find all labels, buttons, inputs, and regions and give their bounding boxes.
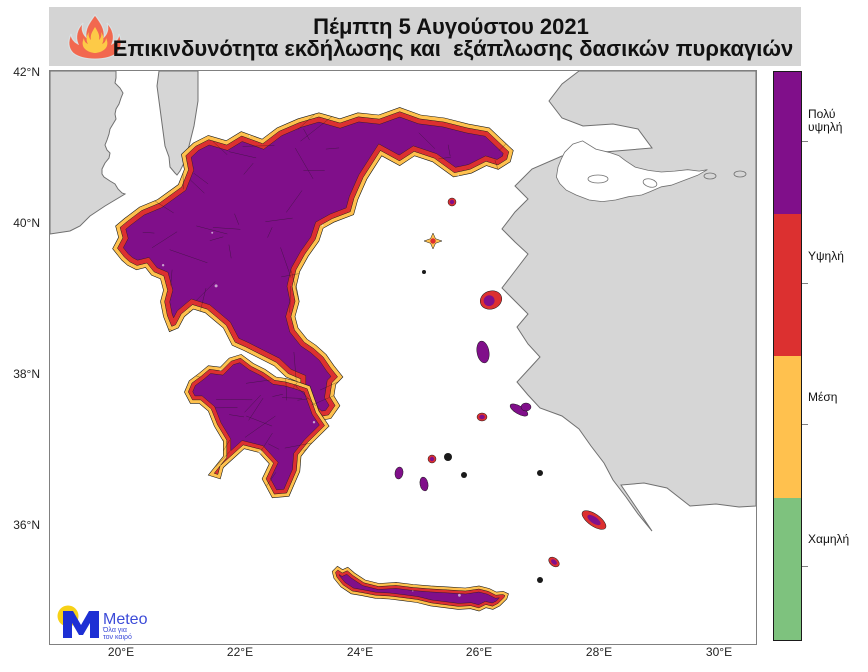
svg-text:τον καιρό: τον καιρό: [103, 633, 132, 641]
svg-text:Όλα για: Όλα για: [102, 627, 127, 634]
svg-text:Meteo: Meteo: [103, 611, 148, 628]
